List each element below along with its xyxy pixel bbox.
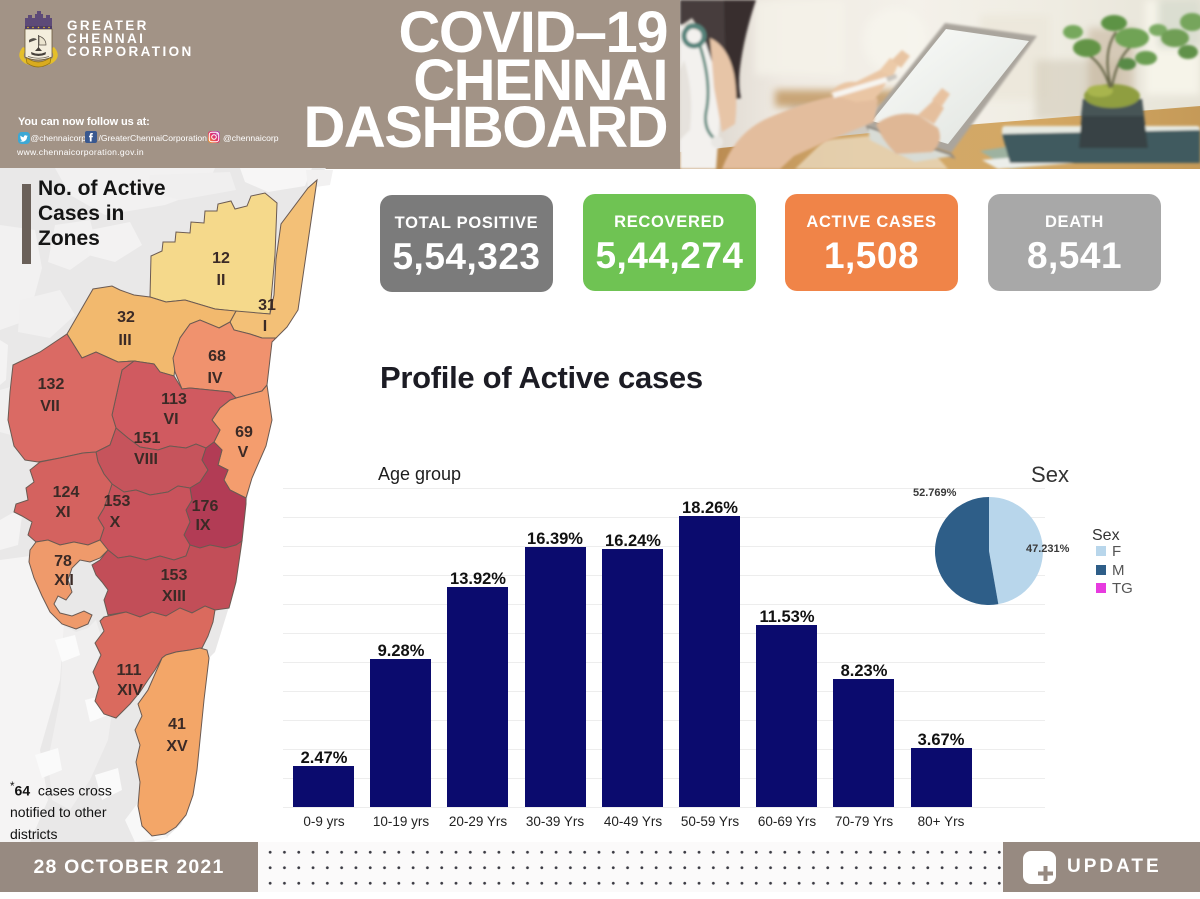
svg-text:68: 68 [208, 348, 226, 365]
svg-text:153: 153 [104, 493, 131, 510]
svg-text:153: 153 [161, 567, 188, 584]
svg-text:II: II [217, 272, 226, 289]
svg-text:78: 78 [54, 553, 72, 570]
svg-text:111: 111 [117, 662, 142, 679]
svg-text:XI: XI [55, 504, 70, 521]
svg-text:I: I [263, 318, 267, 335]
svg-text:XV: XV [166, 738, 188, 755]
svg-text:151: 151 [134, 430, 161, 447]
svg-text:VIII: VIII [134, 451, 158, 468]
svg-text:176: 176 [192, 498, 219, 515]
svg-text:32: 32 [117, 309, 135, 326]
svg-text:41: 41 [168, 716, 186, 733]
svg-text:XII: XII [54, 572, 74, 589]
svg-text:113: 113 [161, 391, 187, 408]
svg-text:X: X [110, 514, 121, 531]
svg-text:V: V [238, 444, 249, 461]
svg-text:12: 12 [212, 250, 230, 267]
svg-text:31: 31 [258, 297, 276, 314]
svg-text:69: 69 [235, 424, 253, 441]
svg-text:VI: VI [163, 411, 178, 428]
svg-text:124: 124 [53, 484, 80, 501]
svg-text:IV: IV [207, 370, 222, 387]
svg-text:III: III [118, 332, 131, 349]
svg-text:IX: IX [195, 517, 210, 534]
svg-text:XIII: XIII [162, 588, 186, 605]
svg-text:XIV: XIV [117, 682, 143, 699]
svg-text:VII: VII [40, 398, 60, 415]
svg-text:132: 132 [38, 376, 65, 393]
